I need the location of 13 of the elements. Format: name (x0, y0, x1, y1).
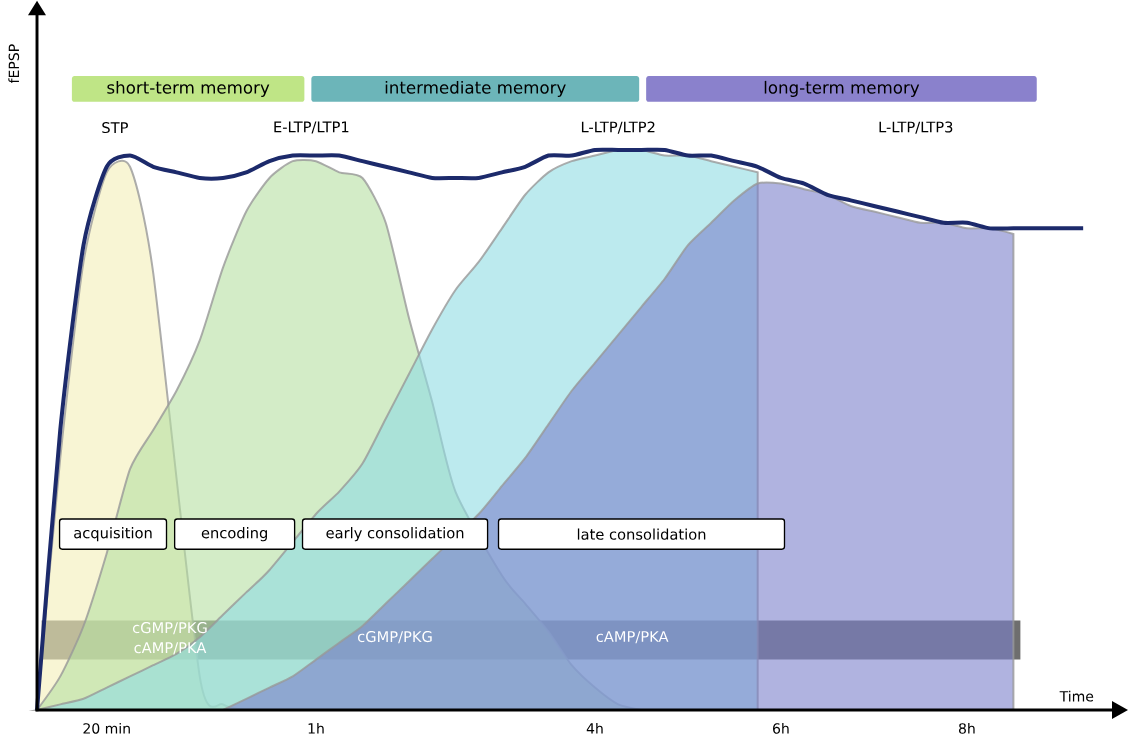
text: intermediate memory (385, 80, 566, 98)
x-tick-label: 8h (958, 722, 975, 734)
text: STP (102, 122, 128, 134)
text: L-LTP/LTP3 (879, 121, 953, 134)
text: short-term memory (107, 80, 270, 98)
text: E-LTP/LTP1 (274, 121, 349, 134)
x-tick-label: 6h (773, 722, 789, 734)
text: long-term memory (764, 80, 920, 98)
x-tick-label: 20 min (83, 722, 130, 734)
text: L-LTP/LTP2 (581, 121, 655, 134)
y-axis-title: fEPSP (8, 44, 20, 84)
x-tick-label: 1h (308, 722, 324, 734)
x-tick-label: 4h (586, 722, 603, 734)
